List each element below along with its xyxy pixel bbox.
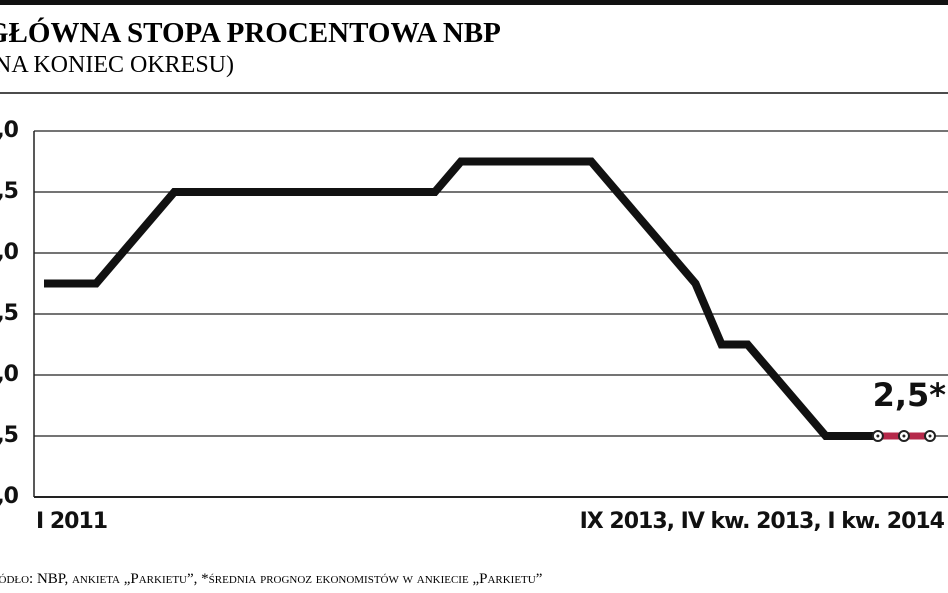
y-tick-label: 3,5 <box>0 301 18 326</box>
y-tick-label: 2,0 <box>0 484 19 509</box>
forecast-dot <box>928 434 932 438</box>
source-note: Źródło: NBP, ankieta „Parkietu”, *średni… <box>0 570 542 587</box>
y-tick-label: 2,5 <box>0 423 18 448</box>
chart-subtitle: (NA KONIEC OKRESU) <box>0 52 234 78</box>
forecast-dot <box>876 434 880 438</box>
series-line <box>44 157 878 440</box>
top-bar <box>0 0 948 5</box>
x-tick-label: IX 2013, IV kw. 2013, I kw. 2014 <box>580 509 945 534</box>
y-tick-label: 5,0 <box>0 118 19 143</box>
y-tick-label: 3,0 <box>0 362 19 387</box>
y-tick-label: 4,0 <box>0 240 19 265</box>
annotation: 2,5* <box>873 376 947 414</box>
chart-title: GŁÓWNA STOPA PROCENTOWA NBP <box>0 16 501 49</box>
y-tick-label: 4,5 <box>0 179 18 204</box>
x-tick-label: I 2011 <box>36 509 107 534</box>
forecast-dot <box>902 434 906 438</box>
